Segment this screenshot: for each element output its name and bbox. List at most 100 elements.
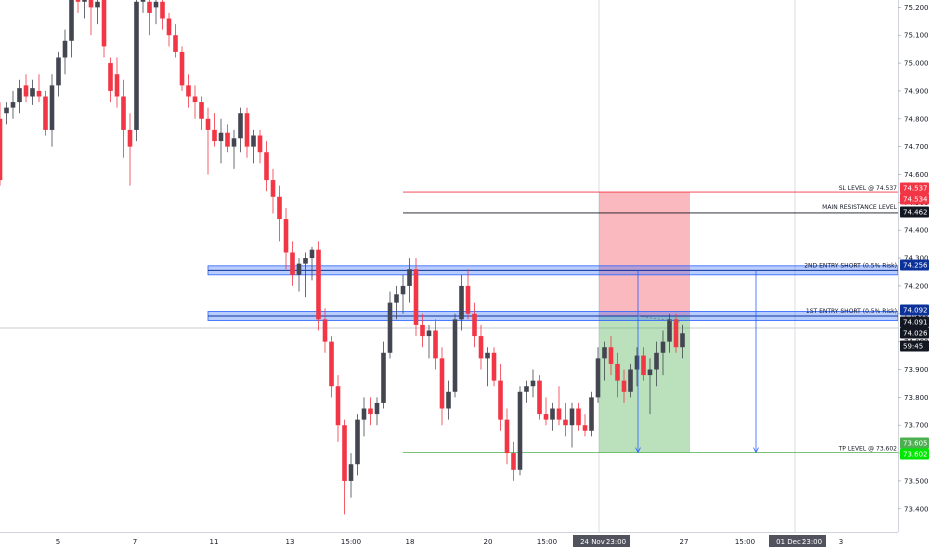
- price-badge-bg: [900, 304, 929, 316]
- price-tick-label: 73.900: [904, 366, 929, 374]
- candle: [316, 241, 321, 331]
- candle-body: [543, 414, 549, 420]
- price-tick-label: 74.700: [904, 143, 929, 151]
- candle: [387, 291, 393, 359]
- candle-body: [420, 324, 425, 337]
- arrow-head: [635, 447, 641, 454]
- candle-body: [160, 1, 165, 19]
- candle-body: [563, 419, 568, 426]
- candle-body: [23, 85, 29, 97]
- price-badge: 74.534: [900, 193, 929, 205]
- candle-body: [615, 363, 620, 381]
- candle: [238, 107, 243, 153]
- candle: [225, 124, 230, 153]
- candle-body: [387, 302, 393, 353]
- candle: [127, 113, 133, 186]
- candle-body: [394, 294, 399, 303]
- candle: [10, 90, 16, 119]
- candle: [556, 386, 562, 426]
- candle: [335, 375, 341, 442]
- candle: [23, 74, 29, 103]
- candle-body: [186, 85, 191, 97]
- candle-body: [329, 341, 334, 387]
- candle-body: [680, 333, 685, 348]
- candle: [4, 102, 9, 125]
- time-axis-cursor-badge: [573, 535, 619, 547]
- price-badge-bg: [900, 206, 929, 218]
- candle: [524, 380, 529, 403]
- candle-body: [10, 102, 16, 108]
- price-badge-bg: [900, 448, 929, 460]
- candle-body: [283, 219, 289, 253]
- price-tick-label: 74.600: [904, 171, 929, 179]
- candle-body: [368, 408, 373, 415]
- candle: [49, 74, 55, 147]
- candle: [62, 29, 68, 75]
- price-badge: 73.605: [900, 437, 929, 449]
- candle: [472, 302, 477, 348]
- candle-body: [277, 196, 282, 220]
- candle: [75, 0, 81, 13]
- time-tick-label: 23:00: [606, 538, 626, 546]
- candle: [608, 336, 614, 376]
- candle-body: [101, 0, 107, 47]
- candle: [550, 402, 555, 431]
- price-badge-label: 74.026: [903, 330, 928, 338]
- candle: [342, 419, 347, 515]
- candle: [108, 57, 113, 103]
- candle: [634, 347, 640, 387]
- time-tick-label: 24 Nov '19: [580, 538, 618, 546]
- risk-zone[interactable]: [599, 192, 690, 317]
- candle-body: [381, 352, 386, 403]
- candle: [413, 258, 419, 337]
- candle: [205, 107, 211, 175]
- candle-body: [569, 408, 575, 426]
- candle: [491, 347, 497, 387]
- candle: [173, 24, 178, 58]
- price-badge-bg: [900, 437, 929, 449]
- candle: [654, 341, 659, 387]
- candle-body: [205, 118, 211, 130]
- candle: [153, 0, 159, 25]
- entry-2-label: 2ND ENTRY SHORT (0.5% Risk): [804, 262, 897, 269]
- candle-body: [153, 1, 159, 8]
- time-axis-cursor-badge: [769, 535, 815, 547]
- candle-body: [504, 419, 510, 454]
- candle-body: [140, 0, 146, 2]
- candle-body: [225, 132, 230, 147]
- candle-body: [114, 74, 120, 97]
- candle: [329, 336, 334, 398]
- candle-body: [621, 380, 627, 392]
- arrow-entry2-to-tp-far[interactable]: [753, 270, 759, 454]
- candle: [251, 129, 256, 164]
- candle: [309, 246, 315, 281]
- candle-body: [95, 1, 100, 8]
- time-tick-label: 15:00: [341, 538, 361, 546]
- candle: [257, 129, 263, 164]
- candle-body: [576, 408, 581, 426]
- candle: [192, 85, 198, 119]
- candle: [322, 308, 328, 353]
- price-axis[interactable]: 75.200 75.100 75.000 74.900 74.800 74.700 74.6…: [898, 0, 932, 550]
- candle-body: [108, 63, 113, 91]
- candle-body: [121, 96, 126, 130]
- candle-body: [127, 129, 133, 147]
- candle-body: [173, 35, 178, 52]
- candle-body: [459, 285, 464, 320]
- candle-body: [4, 107, 9, 114]
- candle-body: [550, 408, 555, 420]
- candle-body: [290, 252, 295, 275]
- candle-body: [56, 57, 61, 86]
- candle: [595, 347, 601, 403]
- price-badge: 74.256: [900, 259, 929, 271]
- time-tick-label: 15:00: [537, 538, 557, 546]
- projection-arrows: [635, 270, 759, 454]
- time-axis-cursor-badge: [804, 535, 826, 547]
- candle-body: [673, 319, 679, 348]
- candle-body: [608, 347, 614, 364]
- arrow-entry2-to-tp[interactable]: [635, 270, 641, 454]
- price-tick-label: 74.900: [904, 87, 929, 95]
- candle-body: [251, 135, 256, 147]
